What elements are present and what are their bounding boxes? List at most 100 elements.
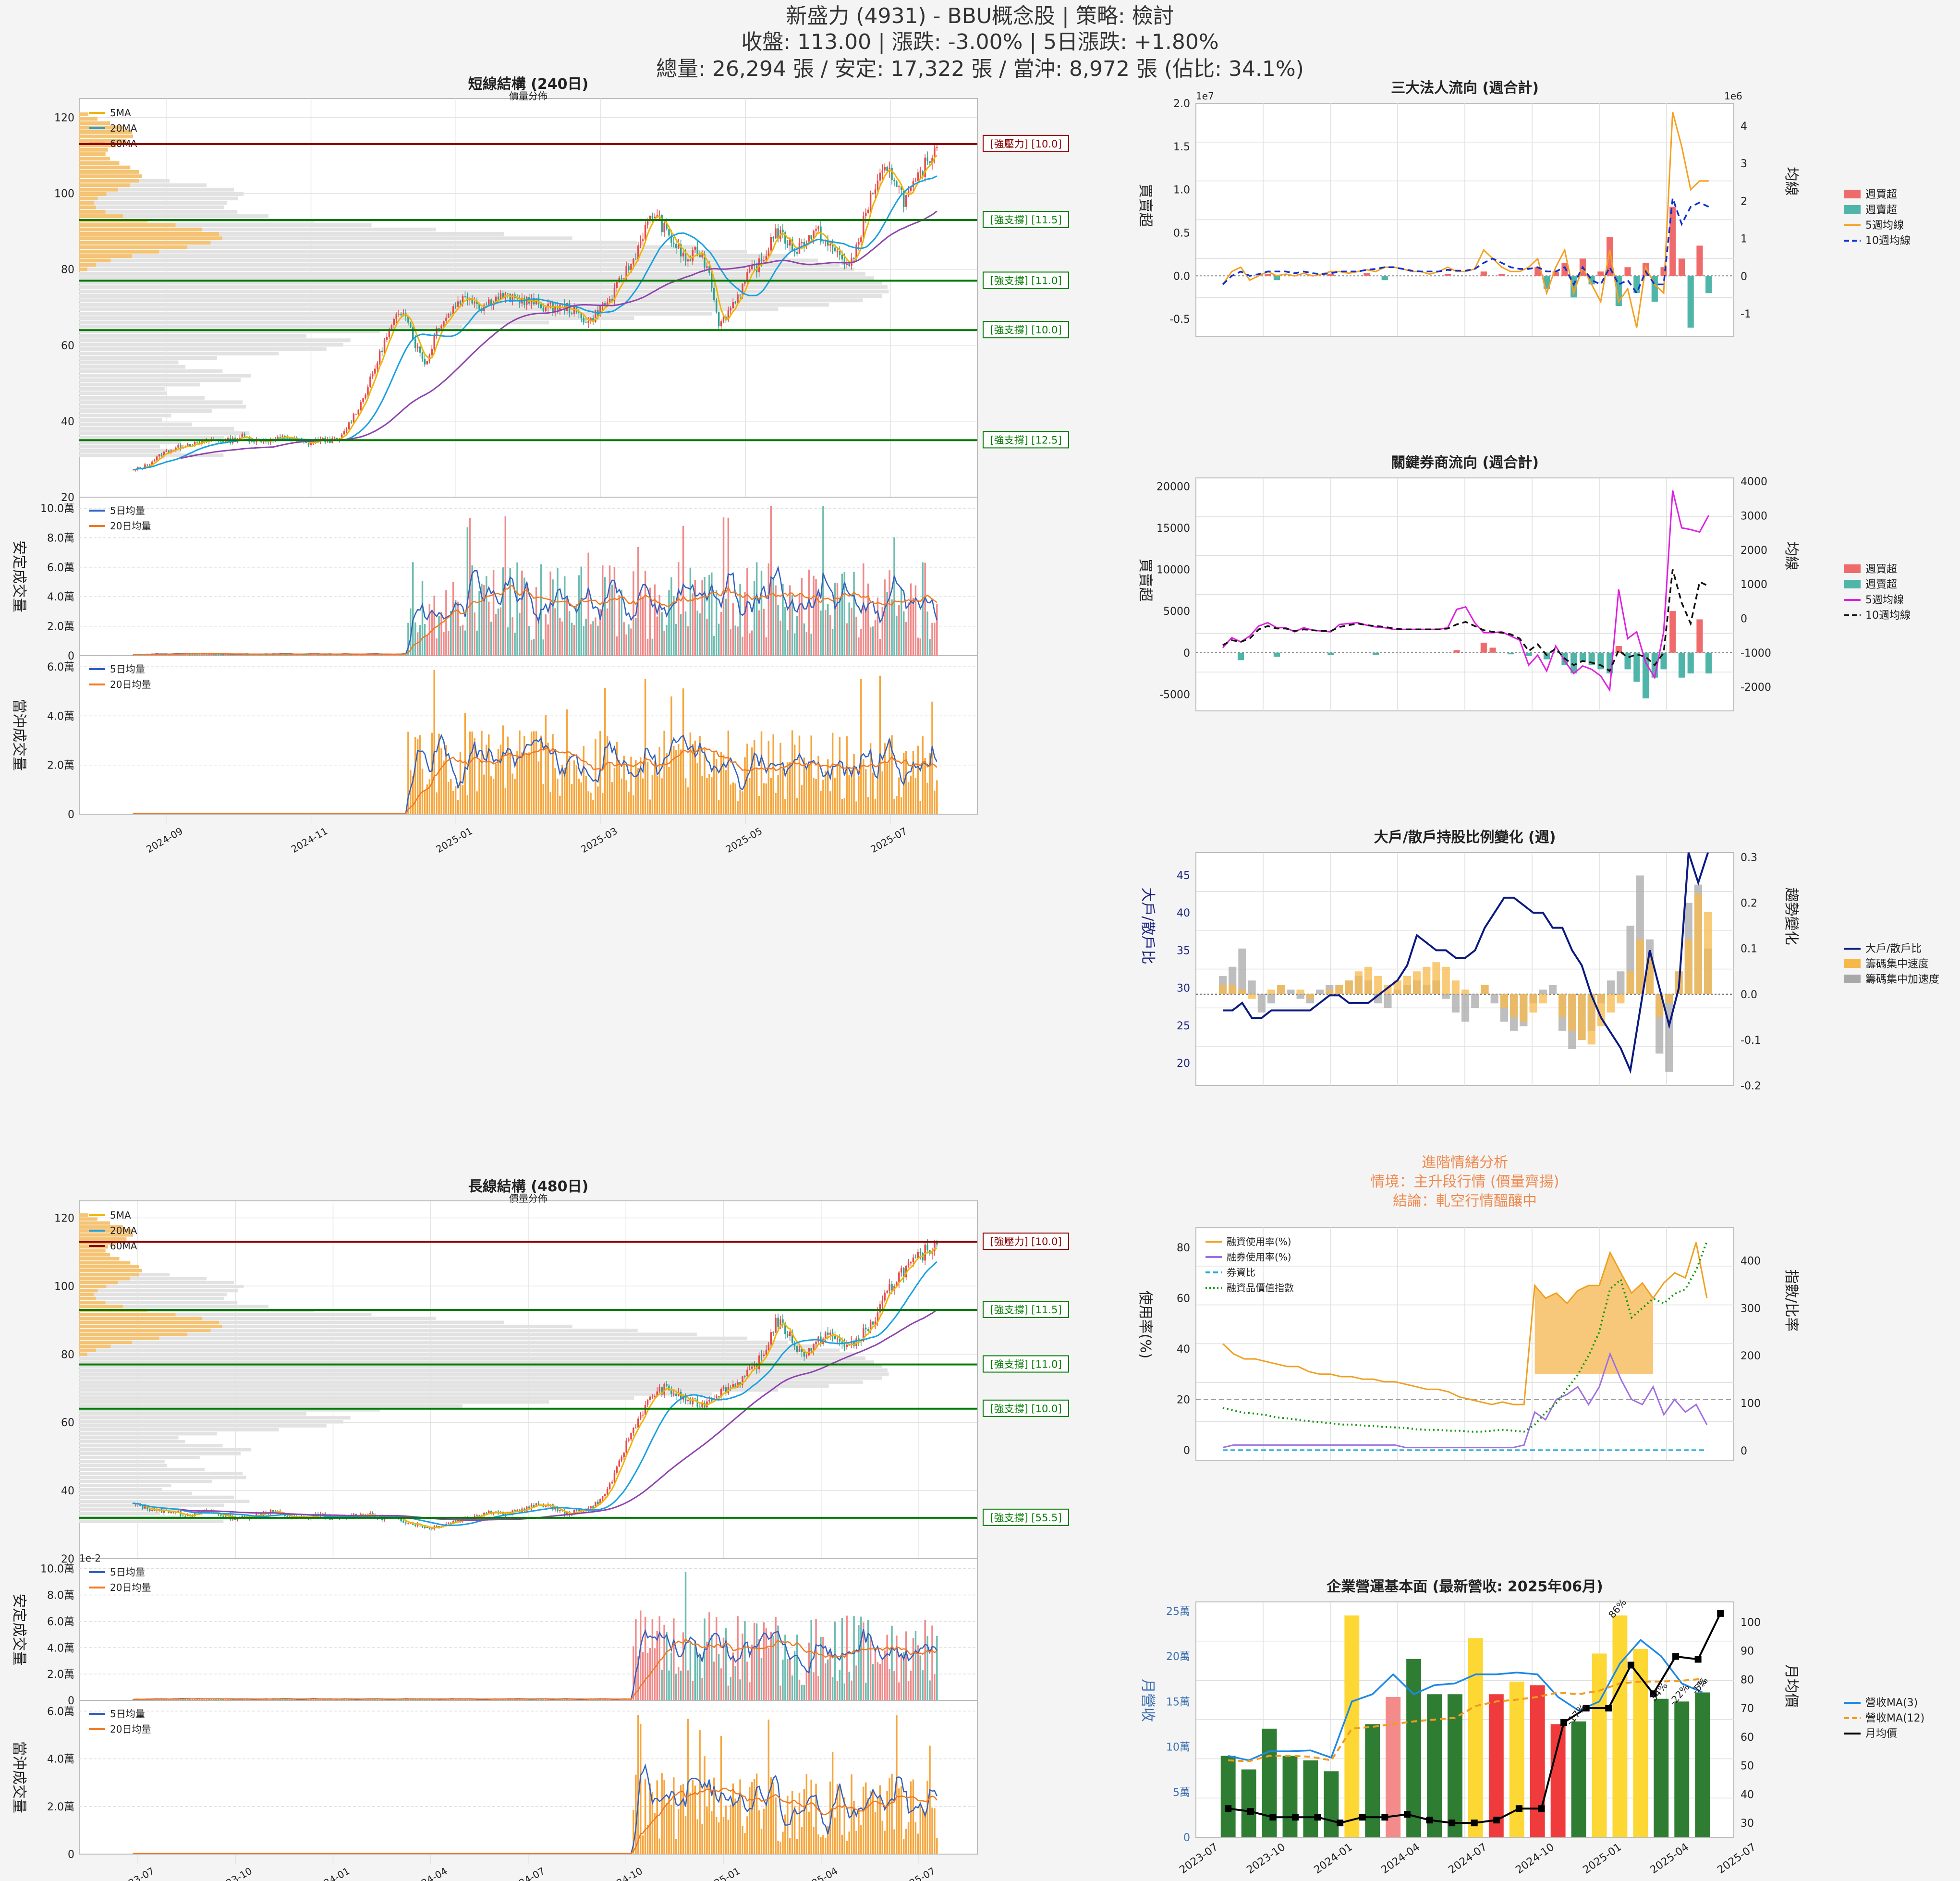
short-dt-bar: [419, 735, 421, 814]
long-vol-bar: [853, 1616, 855, 1700]
long-candle: [663, 1384, 665, 1395]
margin-title-2: 結論：軋空行情醞釀中: [1393, 1193, 1537, 1209]
long-dt-bar: [926, 1781, 928, 1854]
short-profile-gray: [79, 209, 238, 214]
short-vol-bar: [483, 585, 485, 656]
revenue-price-marker: [1247, 1808, 1254, 1815]
short-vol-bar: [535, 587, 537, 656]
holders-speed-bar: [1461, 989, 1470, 994]
short-candle: [334, 438, 336, 439]
revenue-price-marker: [1449, 1820, 1456, 1827]
short-vol-bar: [198, 654, 201, 656]
long-profile-gray: [79, 1400, 549, 1404]
short-candle: [602, 303, 604, 305]
short-dt-bar: [557, 779, 559, 814]
long-candle: [149, 1509, 151, 1511]
long-candle: [718, 1396, 720, 1397]
short-dt-bar: [805, 767, 808, 814]
long-vol-bar: [839, 1670, 841, 1700]
long-dt-bar: [670, 1804, 672, 1854]
revenue-ytick-1: 5萬: [1173, 1787, 1190, 1799]
short-candle: [476, 302, 478, 305]
short-ma60-line: [180, 210, 937, 459]
short-vol-bar: [694, 580, 696, 656]
short-vol-bar: [497, 608, 499, 656]
short-dt-bar: [440, 748, 442, 814]
short-profile-gray: [79, 201, 227, 205]
short-dt-bar: [499, 745, 502, 814]
short-profile-orange: [79, 174, 142, 178]
long-candle: [478, 1515, 480, 1516]
short-dt-bar: [846, 736, 848, 814]
long-dt-bar: [822, 1835, 824, 1854]
short-vol-bar: [841, 574, 843, 656]
revenue-ytick-3: 15萬: [1166, 1696, 1190, 1708]
short-candle: [507, 293, 509, 294]
inst-ytick-5: 2.0: [1173, 98, 1190, 110]
short-dt-bar: [502, 725, 504, 814]
long-vol-bar: [231, 1699, 234, 1700]
short-vol-bar: [421, 581, 424, 656]
short-vol-bar: [251, 654, 253, 656]
short-vol-bar: [213, 654, 215, 656]
short-candle: [160, 454, 163, 457]
long-profile-gray: [79, 1340, 788, 1344]
long-candle: [839, 1338, 841, 1342]
long-dt-bar: [825, 1838, 827, 1854]
short-candle: [289, 438, 291, 439]
revenue-legend-label-1: 營收MA(12): [1865, 1712, 1924, 1724]
margin-y2tick-1: 100: [1741, 1398, 1761, 1410]
long-candle: [609, 1483, 611, 1489]
long-vol-bar: [433, 1699, 435, 1700]
short-candle: [668, 229, 670, 236]
long-dt-bar: [649, 1783, 651, 1854]
long-vol-bar: [642, 1651, 644, 1700]
short-vol-bar: [779, 620, 781, 656]
long-vol-bar: [677, 1667, 680, 1700]
short-candle: [438, 328, 440, 329]
short-candle: [509, 293, 511, 303]
broker-title: 關鍵券商流向 (週合計): [1391, 454, 1539, 471]
short-dt-bar: [523, 736, 525, 814]
long-candle: [575, 1510, 578, 1511]
short-profile-gray: [79, 342, 344, 347]
long-profile-gray: [79, 1360, 875, 1364]
short-vol-bar: [229, 654, 231, 656]
short-dt-bar: [537, 761, 540, 814]
holders-speed-bar: [1665, 994, 1673, 1003]
broker-ytick-3: 10000: [1157, 564, 1190, 576]
long-vol-bar: [775, 1617, 777, 1700]
short-dt-bar: [666, 753, 668, 814]
long-dt-bar: [651, 1792, 654, 1854]
holders-accel-bar: [1451, 994, 1460, 1013]
short-candle: [393, 318, 395, 325]
long-vol-ytick-3: 6.0萬: [47, 1616, 74, 1628]
short-candle: [419, 346, 421, 353]
short-profile-gray: [79, 347, 327, 351]
broker-bar: [1615, 646, 1622, 653]
short-dt-bar: [566, 709, 568, 814]
short-level-label-3: [強支撐] [10.0]: [990, 324, 1061, 336]
short-profile-gray: [79, 325, 463, 329]
long-candle: [793, 1343, 796, 1346]
short-vol-bar: [722, 517, 725, 656]
short-vol-bar: [381, 654, 383, 656]
long-vol-bar: [474, 1699, 475, 1700]
long-vol-bar: [936, 1636, 938, 1700]
long-dt-bar: [896, 1715, 898, 1854]
long-vol-bar: [504, 1699, 507, 1700]
short-vol-bar: [808, 569, 810, 656]
short-candle: [395, 314, 397, 319]
short-dt-bar: [488, 734, 490, 814]
short-candle: [151, 461, 153, 465]
short-candle: [322, 438, 324, 440]
short-vol-bar: [516, 562, 518, 656]
short-dt-bar: [585, 776, 587, 814]
short-dt-bar: [564, 768, 566, 814]
long-profile-orange: [79, 1229, 132, 1233]
short-candle: [343, 431, 345, 435]
long-vol-bar: [163, 1699, 165, 1700]
long-vol-bar: [720, 1668, 722, 1700]
long-vol-bar: [867, 1620, 869, 1700]
long-candle: [779, 1319, 781, 1327]
